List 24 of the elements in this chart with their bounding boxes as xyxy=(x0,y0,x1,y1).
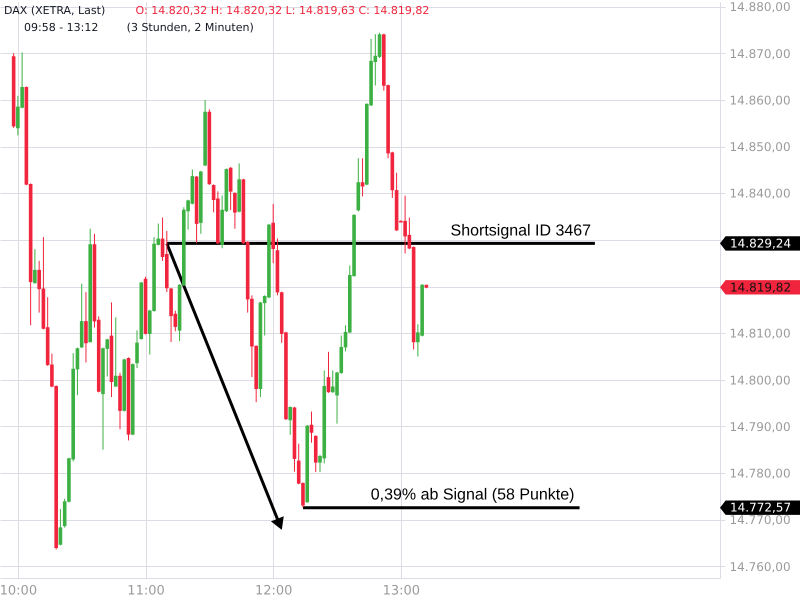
y-tick-label: 14.840,00 xyxy=(730,186,791,201)
y-tick-label: 14.860,00 xyxy=(730,93,791,108)
y-tick-label: 14.800,00 xyxy=(730,373,791,388)
y-tick-label: 14.772,57 xyxy=(730,500,792,515)
x-tick-label: 10:00 xyxy=(0,584,38,598)
y-tick-label: 14.770,00 xyxy=(730,513,791,528)
y-tick-label: 14.870,00 xyxy=(730,46,791,61)
y-tick-label: 14.760,00 xyxy=(730,560,791,574)
annotation: 0,39% ab Signal (58 Punkte) xyxy=(370,486,574,504)
y-tick-label: 14.850,00 xyxy=(730,140,791,154)
x-tick-label: 11:00 xyxy=(127,584,165,598)
y-tick-label: 14.780,00 xyxy=(730,466,791,481)
y-tick-label: 14.810,00 xyxy=(730,326,791,341)
annotation: Shortsignal ID 3467 xyxy=(450,222,592,240)
annotation: (3 Stunden, 2 Minuten) xyxy=(126,21,254,34)
y-tick-label: 14.829,24 xyxy=(730,236,792,250)
x-tick-label: 13:00 xyxy=(382,584,420,598)
y-tick-label: 14.790,00 xyxy=(730,420,791,434)
y-tick-label: 14.880,00 xyxy=(730,0,791,14)
x-tick-label: 12:00 xyxy=(254,584,292,598)
chart-title: DAX (XETRA, Last) xyxy=(4,4,106,17)
text: 09:58 - 13:12 xyxy=(24,21,98,34)
y-tick-label: 14.819,82 xyxy=(730,280,792,294)
annotation: O: 14.820,32 H: 14.820,32 L: 14.819,63 C: 14.819,82 xyxy=(136,4,430,17)
